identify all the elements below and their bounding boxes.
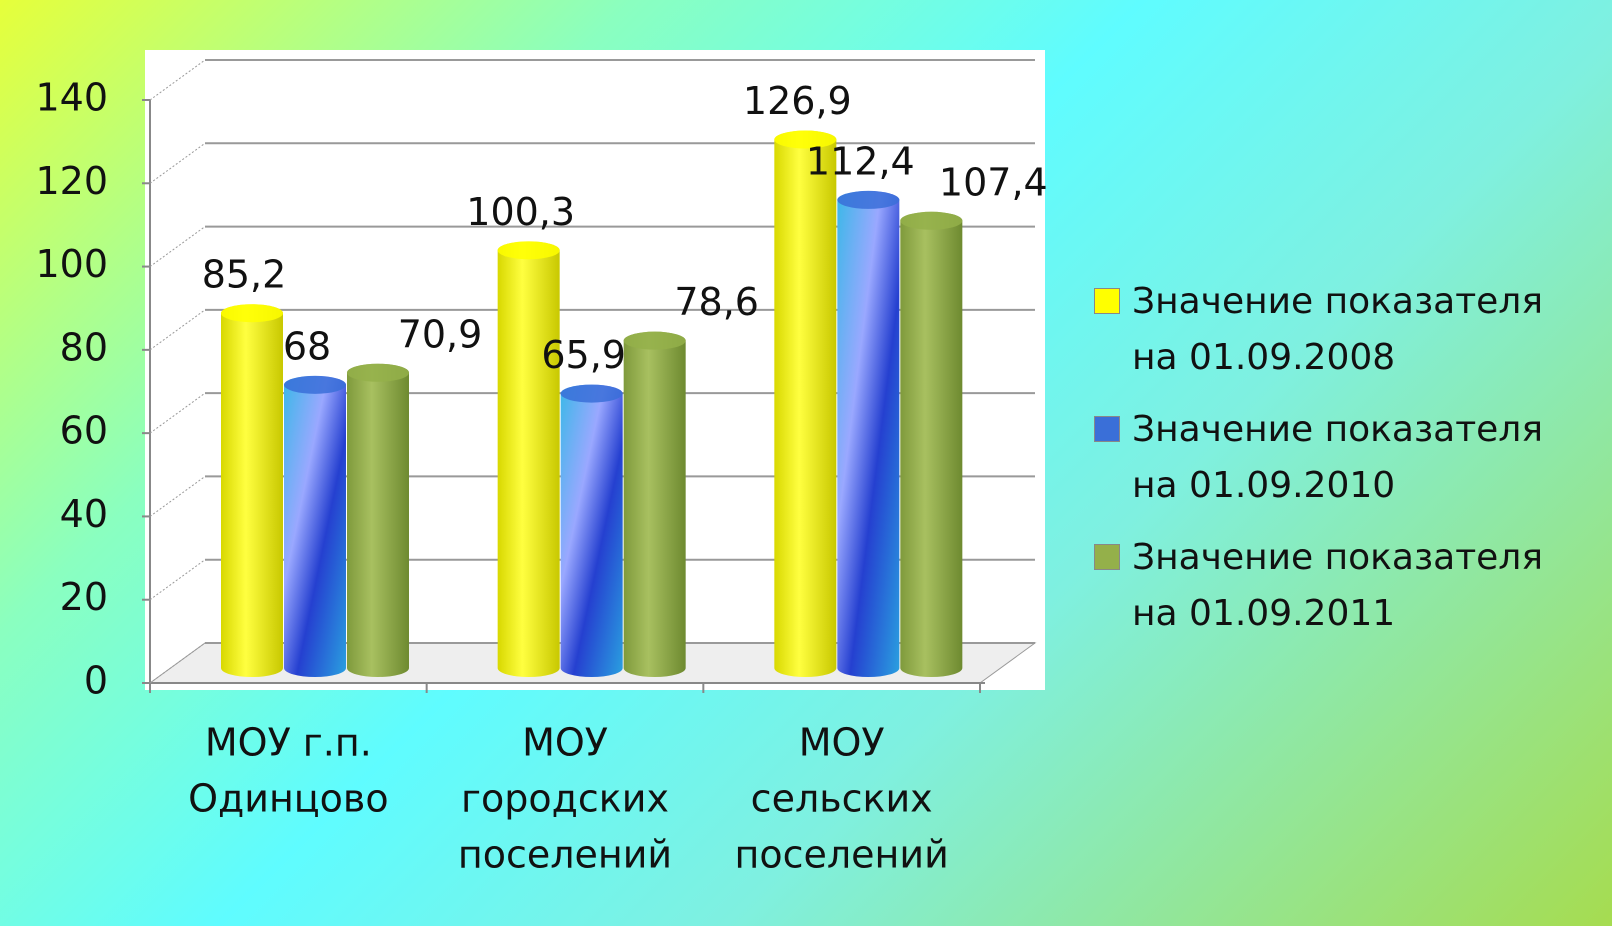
data-label: 65,9: [541, 333, 626, 377]
y-tick-label: 40: [60, 492, 108, 536]
grid-line: [149, 59, 206, 101]
y-tick-label: 140: [35, 76, 108, 120]
grid-line: [149, 226, 206, 267]
bar-cap: [221, 304, 283, 323]
bar-cap: [623, 331, 686, 350]
bar: [900, 211, 963, 677]
x-tick-label: Одинцово: [188, 777, 388, 821]
bar: [497, 241, 560, 677]
legend-swatch: [1094, 288, 1120, 314]
y-tick-label: 20: [60, 575, 108, 619]
data-label: 85,2: [202, 253, 287, 297]
bar-body: [221, 304, 283, 677]
grid-line: [149, 309, 206, 351]
grid-line: [149, 392, 206, 434]
grid-line: [149, 142, 206, 184]
x-tick-label: сельских: [751, 777, 933, 821]
bar: [221, 304, 283, 677]
grid-line: [149, 642, 206, 684]
legend-label: Значение показателя на 01.09.2010: [1132, 409, 1543, 506]
data-label: 107,4: [939, 160, 1048, 204]
bar-body: [560, 384, 623, 677]
y-tick-label: 80: [60, 325, 108, 369]
legend-swatch: [1094, 544, 1120, 570]
x-tick-label: МОУ: [522, 721, 608, 765]
x-tick-label: поселений: [458, 833, 672, 877]
bar-cap: [497, 241, 560, 260]
data-label: 100,3: [466, 190, 575, 234]
x-tick-label: поселений: [735, 833, 949, 877]
bar-cap: [837, 190, 900, 209]
bar-cap: [900, 211, 963, 230]
bar-body: [623, 331, 686, 677]
bar: [347, 363, 409, 677]
bar-cap: [774, 130, 837, 149]
bar-body: [347, 363, 409, 677]
bar-cap: [347, 363, 409, 382]
data-label: 68: [283, 324, 331, 368]
bar: [837, 190, 900, 678]
data-label: 78,6: [674, 280, 759, 324]
y-tick-label: 120: [35, 159, 108, 203]
data-label: 70,9: [398, 312, 483, 356]
bar-body: [497, 241, 560, 677]
bar: [774, 130, 837, 678]
x-tick-label: МОУ: [799, 721, 885, 765]
y-tick-label: 0: [84, 659, 108, 703]
bar: [284, 375, 346, 677]
legend-swatch: [1094, 416, 1120, 442]
bar-body: [774, 130, 837, 678]
grid-line: [149, 559, 206, 601]
x-tick-label: МОУ г.п.: [205, 721, 372, 765]
bar-body: [837, 190, 900, 678]
legend-label: Значение показателя на 01.09.2008: [1132, 281, 1543, 378]
bar-body: [284, 375, 346, 677]
x-tick-label: городских: [461, 777, 669, 821]
bar-cap: [560, 384, 623, 403]
legend-label: Значение показателя на 01.09.2011: [1132, 537, 1543, 634]
bar: [623, 331, 686, 677]
y-tick-label: 60: [60, 409, 108, 453]
bar-body: [900, 211, 963, 677]
data-label: 126,9: [743, 79, 852, 123]
y-tick-label: 100: [35, 242, 108, 286]
data-label: 112,4: [806, 139, 915, 183]
bar-cap: [284, 375, 346, 394]
grid-line: [149, 476, 206, 517]
bar: [560, 384, 623, 677]
